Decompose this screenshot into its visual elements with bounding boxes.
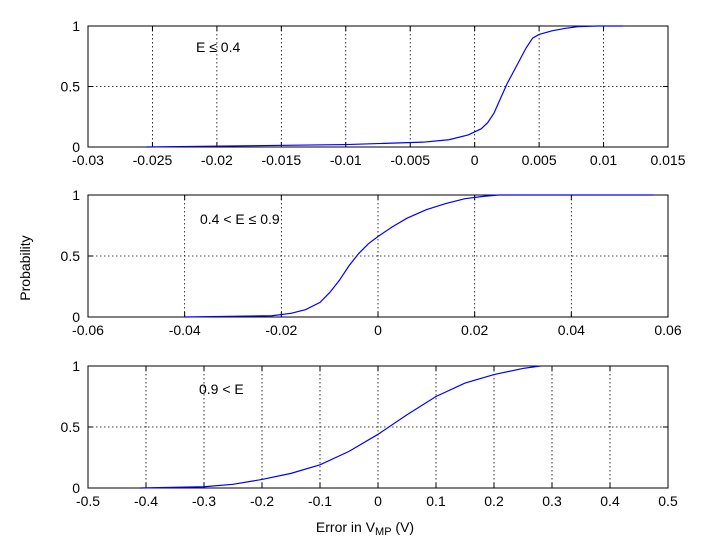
- cdf-series-line: [145, 25, 623, 148]
- y-axis-label: Probability: [17, 235, 33, 300]
- panel-top: -0.03 -0.025 -0.02 -0.015 -0.01 -0.005 0 0.005 0…: [61, 18, 686, 168]
- cdf-series-line: [140, 365, 541, 489]
- x-tick-label: 0: [374, 322, 382, 338]
- x-axis-label-unit: (V): [392, 519, 415, 535]
- x-tick-label: 0.01: [590, 152, 617, 168]
- x-tick-label: 0.06: [654, 322, 681, 338]
- panel-annotation: E ≤ 0.4: [196, 39, 240, 55]
- x-tick-label: 0.5: [658, 493, 678, 509]
- x-tick-label: 0: [374, 493, 382, 509]
- x-tick-label: -0.02: [265, 322, 297, 338]
- x-tick-label: 0.04: [558, 322, 585, 338]
- y-tick-label: 1: [72, 187, 80, 203]
- x-tick-label: -0.01: [330, 152, 362, 168]
- y-tick-label: 1: [72, 18, 80, 34]
- x-tick-label: -0.06: [72, 322, 104, 338]
- panel-annotation: 0.4 < E ≤ 0.9: [200, 211, 280, 227]
- x-tick-label: 0.02: [461, 322, 488, 338]
- x-tick-label: -0.02: [201, 152, 233, 168]
- y-tick-label: 0: [72, 309, 80, 325]
- x-tick-label: -0.4: [134, 493, 158, 509]
- y-tick-label: 0.5: [61, 248, 81, 264]
- y-tick-label: 0: [72, 139, 80, 155]
- x-tick-label: 0.3: [542, 493, 562, 509]
- y-tick-label: 0: [72, 480, 80, 496]
- x-tick-label: 0: [471, 152, 479, 168]
- x-axis-label: Error in VMP (V): [316, 519, 414, 538]
- x-tick-label: -0.5: [76, 493, 100, 509]
- x-axis-label-subscript: MP: [375, 526, 392, 538]
- x-tick-label: -0.04: [169, 322, 201, 338]
- panel-middle: -0.06 -0.04 -0.02 0 0.02 0.04 0.06 0 0.5 1 0.4 < E…: [61, 187, 682, 338]
- cdf-series-line: [184, 194, 654, 318]
- x-tick-label: 0.1: [426, 493, 446, 509]
- x-tick-label: -0.015: [261, 152, 301, 168]
- y-tick-label: 1: [72, 358, 80, 374]
- x-tick-label: -0.005: [390, 152, 430, 168]
- x-tick-label: 0.2: [484, 493, 504, 509]
- y-tick-label: 0.5: [61, 79, 81, 95]
- x-tick-label: 0.005: [522, 152, 557, 168]
- x-tick-label: 0.4: [600, 493, 620, 509]
- x-axis-label-main: Error in V: [316, 519, 376, 535]
- x-tick-label: -0.1: [308, 493, 332, 509]
- y-tick-label: 0.5: [61, 419, 81, 435]
- x-tick-label: 0.015: [650, 152, 685, 168]
- x-tick-label: -0.03: [72, 152, 104, 168]
- x-tick-label: -0.2: [250, 493, 274, 509]
- x-tick-label: -0.3: [192, 493, 216, 509]
- x-tick-label: -0.025: [133, 152, 173, 168]
- panel-annotation: 0.9 < E: [199, 381, 244, 397]
- panel-bottom: -0.5 -0.4 -0.3 -0.2 -0.1 0 0.1 0.2 0.3 0.4 0.5 0 0.5…: [61, 358, 678, 509]
